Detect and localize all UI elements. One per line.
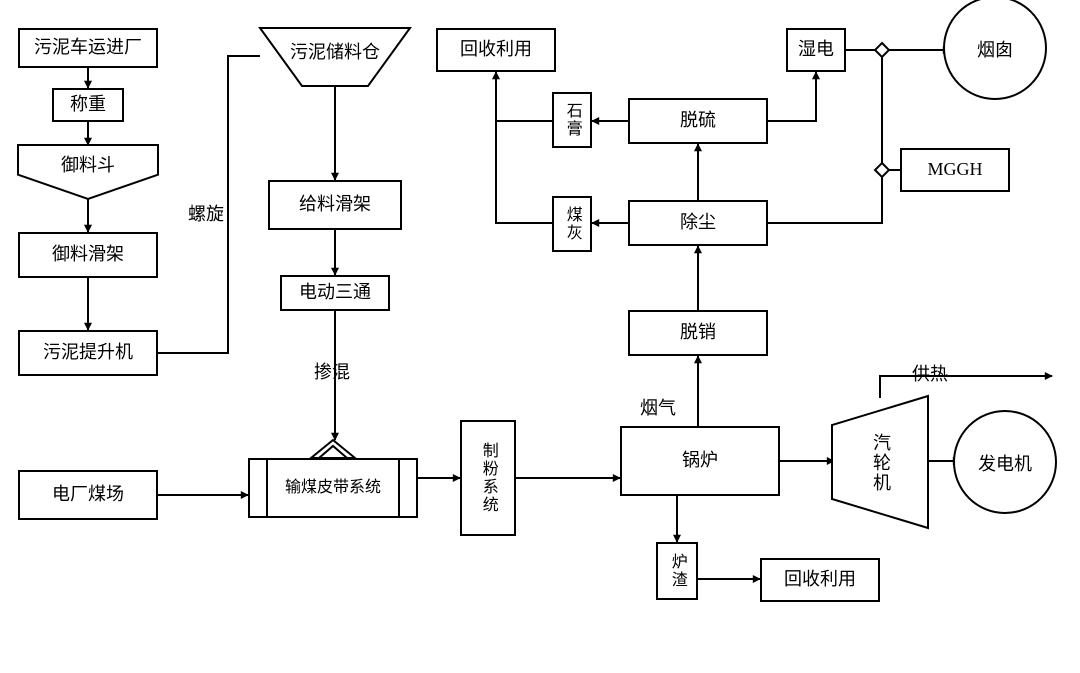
edge-label-l_heat: 供热 [912, 360, 948, 386]
node-label-n_recycle2: 回收利用 [784, 570, 856, 590]
node-n_desulf: 脱硫 [628, 98, 768, 144]
node-n_truck_in: 污泥车运进厂 [18, 28, 158, 68]
node-label-n_belt: 输煤皮带系统 [265, 479, 401, 497]
junction-diamond-1 [875, 163, 889, 177]
node-label-n_denox: 脱销 [680, 323, 716, 343]
edge-e21b [496, 121, 552, 223]
node-label-n_gypsum: 石膏 [563, 102, 581, 138]
node-n_coal_yard: 电厂煤场 [18, 470, 158, 520]
node-label-n_chimney: 烟囱 [955, 36, 1035, 62]
node-label-n_truck_in: 污泥车运进厂 [34, 38, 142, 58]
node-label-n_recycle1: 回收利用 [460, 40, 532, 60]
node-label-n_turbine: 汽轮机 [868, 433, 894, 493]
node-n_dust: 除尘 [628, 200, 768, 246]
node-label-n_wet_esp: 湿电 [798, 40, 834, 60]
edge-e21 [496, 72, 552, 121]
node-label-n_dust: 除尘 [680, 213, 716, 233]
node-n_wet_esp: 湿电 [786, 28, 846, 72]
edge-e25 [880, 376, 1052, 398]
edge-label-l_screw: 螺旋 [188, 200, 224, 226]
node-n_mggh: MGGH [900, 148, 1010, 192]
edge-e22 [768, 72, 816, 121]
node-label-n_three_way: 电动三通 [299, 283, 371, 303]
node-n_ash: 煤灰 [552, 196, 592, 252]
node-n_recycle2: 回收利用 [760, 558, 880, 602]
node-label-n_slide: 御料滑架 [52, 245, 124, 265]
node-n_slide: 御料滑架 [18, 232, 158, 278]
node-n_feed_slide: 给料滑架 [268, 180, 402, 230]
node-n_three_way: 电动三通 [280, 275, 390, 311]
node-label-n_ash: 煤灰 [563, 206, 581, 242]
edge-label-l_fluegas: 烟气 [640, 394, 676, 420]
node-n_recycle1: 回收利用 [436, 28, 556, 72]
node-n_belt: 输煤皮带系统 [248, 458, 418, 518]
node-n_gypsum: 石膏 [552, 92, 592, 148]
node-label-n_silo: 污泥储料仓 [260, 38, 410, 64]
edge-label-l_blend: 掺混 [314, 358, 350, 384]
node-n_pulverize: 制粉系统 [460, 420, 516, 536]
node-n_boiler: 锅炉 [620, 426, 780, 496]
node-n_elevator: 污泥提升机 [18, 330, 158, 376]
node-label-n_feed_slide: 给料滑架 [299, 195, 371, 215]
edge-e24c [882, 50, 888, 164]
node-label-n_hopper: 御料斗 [18, 151, 158, 177]
node-label-n_mggh: MGGH [927, 160, 982, 180]
node-label-n_generator: 发电机 [965, 450, 1045, 476]
node-n_denox: 脱销 [628, 310, 768, 356]
node-label-n_elevator: 污泥提升机 [43, 343, 133, 363]
node-n_slag: 炉渣 [656, 542, 698, 600]
node-label-n_boiler: 锅炉 [682, 451, 718, 471]
belt-triangle-icon [311, 440, 355, 458]
node-label-n_pulverize: 制粉系统 [479, 442, 497, 514]
flowchart-canvas: 污泥车运进厂称重御料斗御料滑架污泥提升机 污泥储料仓给料滑架电动三通输煤皮带系统 电… [0, 0, 1080, 673]
node-label-n_weigh: 称重 [70, 95, 106, 115]
edge-e24b [768, 176, 882, 223]
junction-diamond-0 [875, 43, 889, 57]
node-label-n_desulf: 脱硫 [680, 111, 716, 131]
node-label-n_slag: 炉渣 [668, 553, 686, 589]
edge-layer [0, 0, 1080, 673]
node-n_weigh: 称重 [52, 88, 124, 122]
node-label-n_coal_yard: 电厂煤场 [52, 485, 124, 505]
